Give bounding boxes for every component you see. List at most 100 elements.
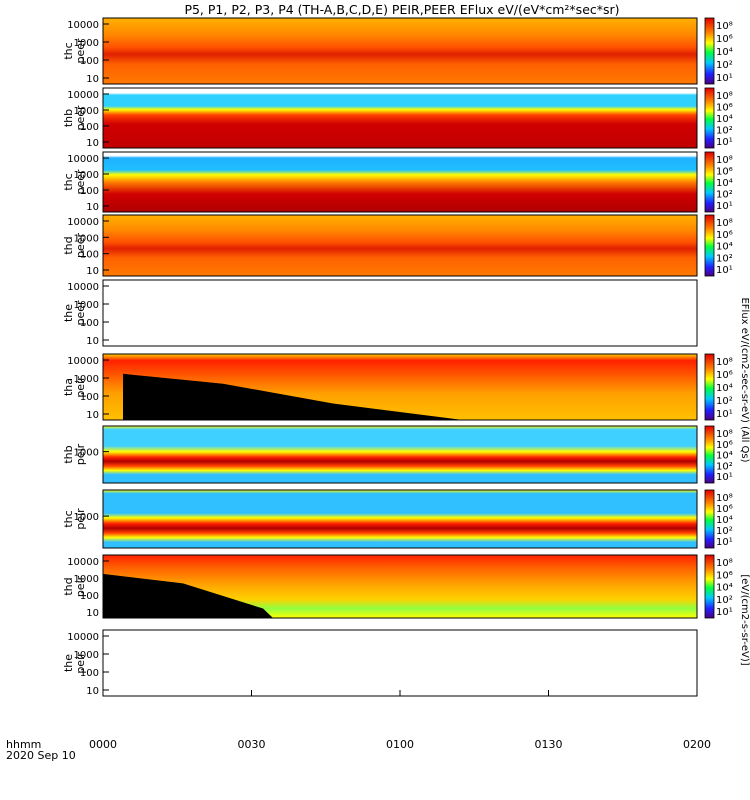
colorbar-tick-label: 10⁸	[716, 91, 733, 102]
x-tick-label: 0200	[683, 738, 711, 751]
panel-instrument-label: peer	[74, 233, 87, 259]
colorbar-tick-label: 10¹	[716, 409, 733, 420]
y-tick-label: 10000	[67, 20, 99, 31]
y-tick-label: 100	[80, 186, 99, 197]
colorbar-tick-label: 10⁶	[716, 167, 733, 178]
colorbar-tick-label: 10⁴	[716, 583, 733, 594]
colorbar-tick-label: 10⁴	[716, 242, 733, 253]
low-count-region	[123, 373, 463, 420]
peir-colorbar-title: [eV/(cm2-s-sr-eV)]	[739, 574, 750, 665]
y-tick-label: 10000	[67, 632, 99, 643]
colorbar-tick-label: 10⁶	[716, 230, 733, 241]
panel-instrument-label: peir	[74, 443, 87, 465]
y-tick-label: 1000	[74, 650, 99, 661]
date-label: 2020 Sep 10	[6, 749, 76, 762]
panel-frame	[102, 353, 698, 421]
panel-probe-label: thd	[62, 236, 75, 254]
spectrogram-image	[103, 426, 697, 483]
colorbar-tick-label: 10¹	[716, 265, 733, 276]
y-tick-label: 1000	[74, 512, 99, 523]
y-tick-label: 100	[80, 318, 99, 329]
y-tick-label: 100	[80, 250, 99, 261]
colorbar-tick-label: 10⁴	[716, 451, 733, 462]
colorbar-tick-label: 10¹	[716, 607, 733, 618]
panel-frame	[102, 279, 698, 347]
colorbar-tick-label: 10⁸	[716, 155, 733, 166]
panel-tha-peir: tha peir 10000 1000 100 10 10⁸ 10⁶ 10⁴ 10² 10¹	[62, 353, 733, 421]
panel-frame	[102, 214, 698, 277]
colorbar-tick-label: 10²	[716, 253, 733, 264]
panel-probe-label: the	[62, 304, 75, 322]
y-tick-label: 100	[80, 56, 99, 67]
y-tick-label: 10000	[67, 356, 99, 367]
y-tick-label: 1000	[74, 170, 99, 181]
y-tick-label: 100	[80, 668, 99, 679]
colorbar-tick-label: 10²	[716, 595, 733, 606]
colorbar-tick-label: 10⁴	[716, 515, 733, 526]
colorbar-tick-label: 10¹	[716, 73, 733, 84]
y-tick-label: 1000	[74, 374, 99, 385]
spectrogram-image	[103, 18, 697, 84]
colorbar-tick-label: 10⁸	[716, 558, 733, 569]
peer-colorbar-title: EFlux eV/(cm2-sec-sr-eV) (All Qs)	[739, 297, 750, 462]
panel-instrument-label: peir	[74, 508, 87, 530]
colorbar	[704, 489, 715, 549]
panel-probe-label: the	[62, 654, 75, 672]
colorbar-tick-label: 10¹	[716, 472, 733, 483]
colorbar	[704, 17, 715, 85]
x-tick-label: 0100	[386, 738, 414, 751]
panel-frame	[102, 489, 698, 549]
colorbar-tick-label: 10¹	[716, 201, 733, 212]
colorbar-tick-label: 10²	[716, 60, 733, 71]
figure-title: P5, P1, P2, P3, P4 (TH-A,B,C,D,E) PEIR,P…	[184, 2, 619, 17]
y-tick-label: 10	[86, 202, 99, 213]
colorbar-tick-label: 10⁸	[716, 429, 733, 440]
colorbar	[704, 554, 715, 619]
y-tick-label: 10000	[67, 90, 99, 101]
spectrogram-image	[103, 280, 697, 346]
y-tick-label: 1000	[74, 448, 99, 459]
panel-instrument-label: peer	[74, 169, 87, 195]
colorbar-tick-label: 10¹	[716, 137, 733, 148]
time-row-label: hhmm	[6, 738, 41, 751]
y-tick-label: 10000	[67, 217, 99, 228]
colorbar	[704, 151, 715, 213]
y-tick-label: 1000	[74, 574, 99, 585]
y-tick-label: 1000	[74, 38, 99, 49]
spectrogram-image	[103, 630, 697, 696]
y-tick-label: 1000	[74, 233, 99, 244]
colorbar	[704, 353, 715, 421]
y-tick-label: 10	[86, 686, 99, 697]
panel-instrument-label: peir	[74, 376, 87, 398]
colorbar-tick-label: 10²	[716, 190, 733, 201]
y-tick-label: 10000	[67, 557, 99, 568]
panel-the-peir: the peir 10000 1000 100 10	[62, 629, 698, 697]
x-tick-label: 0030	[238, 738, 266, 751]
colorbar-tick-label: 10²	[716, 396, 733, 407]
panel-instrument-label: peer	[74, 105, 87, 131]
panel-probe-label: tha	[62, 378, 75, 396]
colorbar-tick-label: 10⁸	[716, 493, 733, 504]
y-tick-label: 10000	[67, 282, 99, 293]
colorbar-tick-label: 10⁴	[716, 47, 733, 58]
panel-instrument-label: peir	[74, 652, 87, 674]
low-count-region	[103, 573, 273, 618]
y-tick-label: 1000	[74, 300, 99, 311]
y-tick-label: 100	[80, 122, 99, 133]
panel-probe-label: thc	[62, 42, 75, 59]
colorbar	[704, 214, 715, 277]
x-tick-label: 0130	[535, 738, 563, 751]
panel-instrument-label: peer	[74, 38, 87, 64]
x-tick-label: 0000	[89, 738, 117, 751]
panel-instrument-label: peer	[74, 300, 87, 326]
colorbar-tick-label: 10⁶	[716, 504, 733, 515]
colorbar	[704, 87, 715, 149]
colorbar-tick-label: 10²	[716, 526, 733, 537]
